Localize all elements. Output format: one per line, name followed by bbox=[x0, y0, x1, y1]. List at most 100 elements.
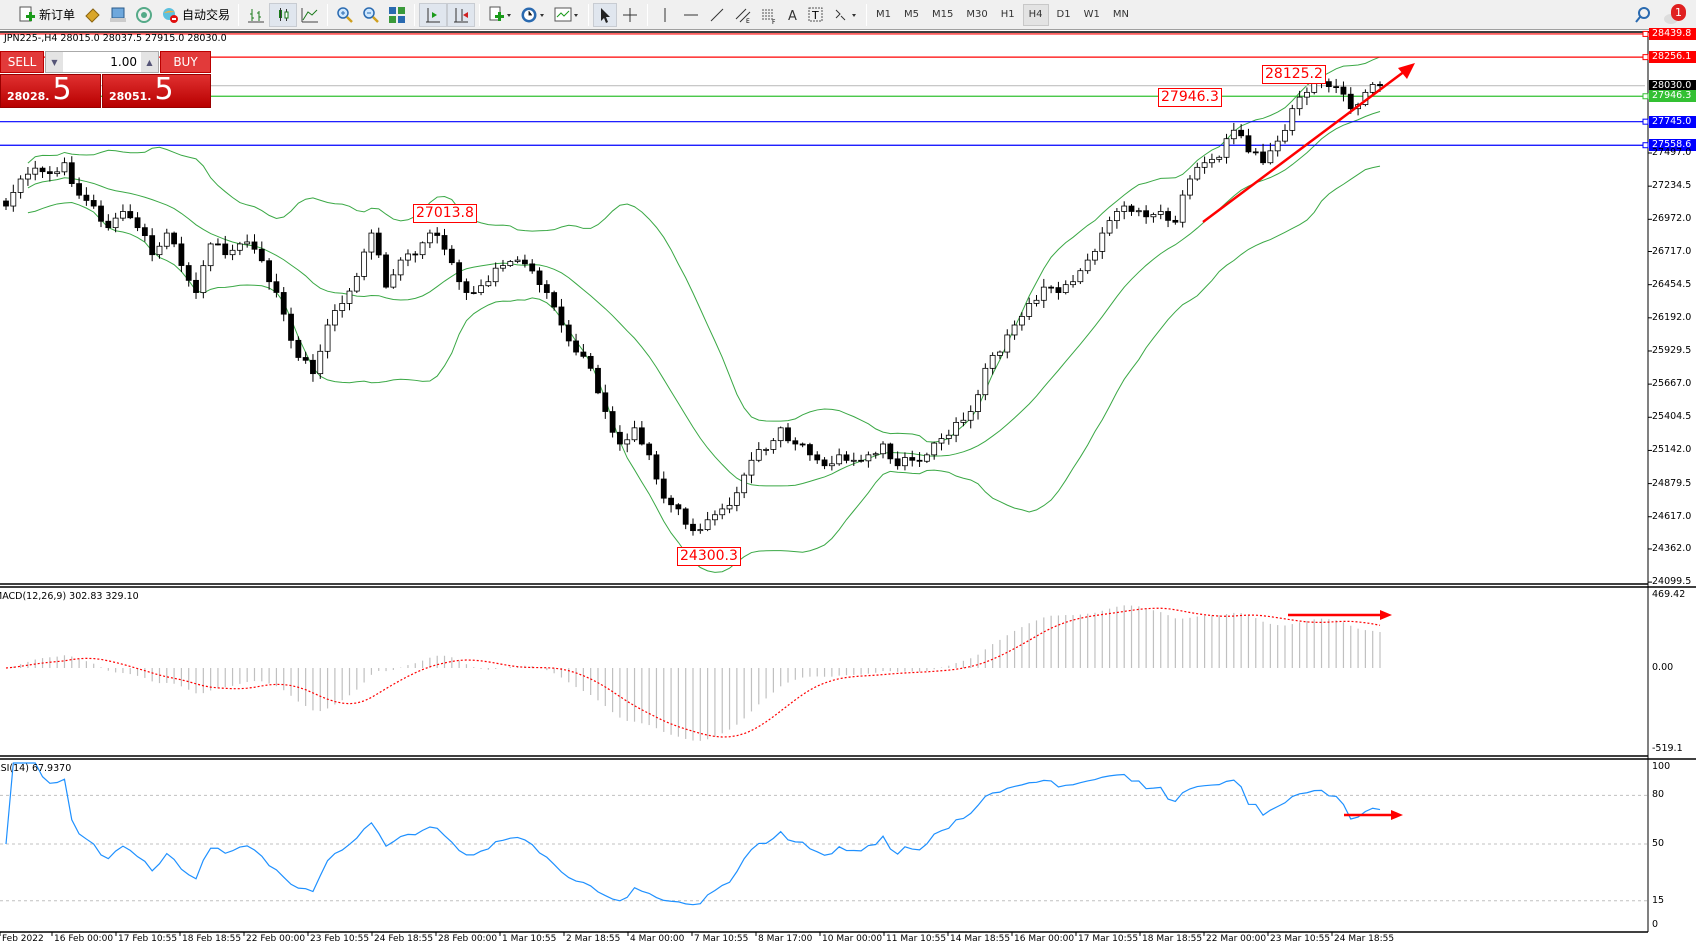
candle bbox=[1187, 175, 1193, 200]
candle-body bbox=[872, 453, 879, 456]
candle bbox=[770, 438, 777, 454]
candle bbox=[171, 231, 177, 248]
candle-body bbox=[967, 411, 974, 421]
indicators-button[interactable] bbox=[484, 3, 516, 27]
candle-body bbox=[266, 260, 273, 283]
candle-body bbox=[916, 459, 923, 462]
crosshair-button[interactable] bbox=[617, 3, 643, 27]
level-handle bbox=[1642, 30, 1649, 37]
periods-button[interactable] bbox=[516, 3, 550, 27]
zoom-out-button[interactable] bbox=[358, 3, 384, 27]
lot-decrease-button[interactable]: ▼ bbox=[46, 52, 63, 72]
candle bbox=[1055, 281, 1062, 300]
candle bbox=[339, 295, 346, 318]
candle bbox=[1040, 278, 1047, 308]
timeframe-w1[interactable]: W1 bbox=[1083, 9, 1100, 20]
notifications-button[interactable]: 1 bbox=[1662, 3, 1686, 27]
terminal-button[interactable] bbox=[105, 3, 131, 27]
price-level-tag[interactable]: 28439.8 bbox=[1649, 27, 1696, 40]
sell-price-button[interactable]: 28028. 5 bbox=[0, 74, 101, 108]
bar-chart-button[interactable] bbox=[243, 3, 269, 27]
buy-button[interactable]: BUY bbox=[160, 51, 211, 73]
price-annotation[interactable]: 27946.3 bbox=[1158, 88, 1222, 107]
candle bbox=[236, 241, 243, 256]
candle-body bbox=[807, 444, 813, 456]
text-label-button[interactable]: T bbox=[804, 3, 828, 27]
timeframe-h1[interactable]: H1 bbox=[1000, 9, 1015, 20]
arrows-button[interactable] bbox=[828, 3, 862, 27]
price-level-tag[interactable]: 28030.0 bbox=[1649, 79, 1696, 92]
price-annotation[interactable]: 24300.3 bbox=[677, 547, 741, 566]
time-axis-label: 23 Mar 10:55 bbox=[1270, 934, 1331, 944]
candle-body bbox=[456, 262, 463, 283]
candle bbox=[1077, 268, 1084, 285]
candle bbox=[975, 389, 981, 420]
trendline-button[interactable] bbox=[704, 3, 730, 27]
vertical-line-button[interactable] bbox=[652, 3, 678, 27]
templates-button[interactable] bbox=[550, 3, 584, 27]
buy-price-main: 28051. bbox=[109, 90, 152, 103]
candle bbox=[624, 433, 631, 453]
signals-button[interactable] bbox=[131, 3, 157, 27]
buy-price-button[interactable]: 28051. 5 bbox=[102, 74, 211, 108]
candle bbox=[1135, 207, 1142, 217]
candle bbox=[317, 344, 324, 379]
zoom-in-button[interactable] bbox=[332, 3, 358, 27]
candle bbox=[514, 256, 521, 264]
candle bbox=[748, 452, 755, 484]
timeframe-d1[interactable]: D1 bbox=[1056, 9, 1071, 20]
timeframe-m5[interactable]: M5 bbox=[904, 9, 920, 20]
timeframe-h4[interactable]: H4 bbox=[1022, 3, 1049, 26]
new-order-button[interactable]: 新订单 bbox=[14, 3, 79, 27]
time-axis-label: 2 Mar 18:55 bbox=[566, 934, 621, 944]
candle bbox=[1252, 148, 1259, 156]
horizontal-line-button[interactable] bbox=[678, 3, 704, 27]
candle bbox=[690, 518, 696, 536]
price-annotation[interactable]: 27013.8 bbox=[413, 204, 477, 223]
candle bbox=[1369, 82, 1376, 96]
cursor-button[interactable] bbox=[593, 2, 618, 27]
candle bbox=[609, 406, 616, 438]
candle bbox=[61, 157, 68, 176]
candle-body bbox=[178, 243, 185, 266]
lot-size-stepper[interactable]: ▼ 1.00 ▲ bbox=[45, 51, 159, 73]
candle bbox=[945, 429, 952, 445]
candle bbox=[880, 441, 886, 459]
timeframe-m15[interactable]: M15 bbox=[932, 9, 954, 20]
candle-body bbox=[500, 265, 506, 269]
equidistant-channel-button[interactable]: E bbox=[730, 3, 756, 27]
chart-shift-button[interactable] bbox=[419, 2, 448, 27]
candle-body bbox=[244, 241, 251, 245]
lot-size-input[interactable]: 1.00 bbox=[110, 55, 137, 69]
tile-windows-button[interactable] bbox=[384, 3, 410, 27]
price-axis-label: 25142.0 bbox=[1652, 444, 1692, 456]
timeframe-m30[interactable]: M30 bbox=[966, 9, 988, 20]
candle bbox=[602, 384, 609, 419]
sell-button[interactable]: SELL bbox=[0, 51, 44, 73]
price-level-tag[interactable]: 27558.6 bbox=[1649, 139, 1696, 152]
price-level-tag[interactable]: 27745.0 bbox=[1649, 115, 1696, 128]
candle bbox=[1011, 320, 1018, 340]
timeframe-mn[interactable]: MN bbox=[1112, 9, 1129, 20]
search-icon[interactable] bbox=[1634, 6, 1652, 24]
candle-body bbox=[653, 454, 660, 480]
price-level-tag[interactable]: 28256.1 bbox=[1649, 51, 1696, 64]
text-button[interactable]: A bbox=[782, 3, 804, 27]
history-center-button[interactable] bbox=[79, 3, 105, 27]
candlestick-chart-button[interactable] bbox=[269, 2, 298, 27]
candle-body bbox=[1172, 219, 1179, 223]
candle-body bbox=[748, 459, 755, 476]
candle-body bbox=[397, 259, 404, 276]
candle bbox=[25, 167, 31, 186]
auto-trading-button[interactable]: 自动交易 bbox=[157, 3, 234, 27]
timeframe-m1[interactable]: M1 bbox=[876, 9, 892, 20]
bollinger-middle-band bbox=[27, 111, 1381, 487]
line-chart-button[interactable] bbox=[297, 3, 323, 27]
candle bbox=[792, 437, 799, 451]
auto-scroll-button[interactable] bbox=[447, 2, 476, 27]
lot-increase-button[interactable]: ▲ bbox=[141, 52, 158, 72]
price-annotation[interactable]: 28125.2 bbox=[1262, 65, 1326, 84]
price-level-tag[interactable]: 27946.3 bbox=[1649, 90, 1696, 103]
fibonacci-button[interactable]: F bbox=[756, 3, 782, 27]
